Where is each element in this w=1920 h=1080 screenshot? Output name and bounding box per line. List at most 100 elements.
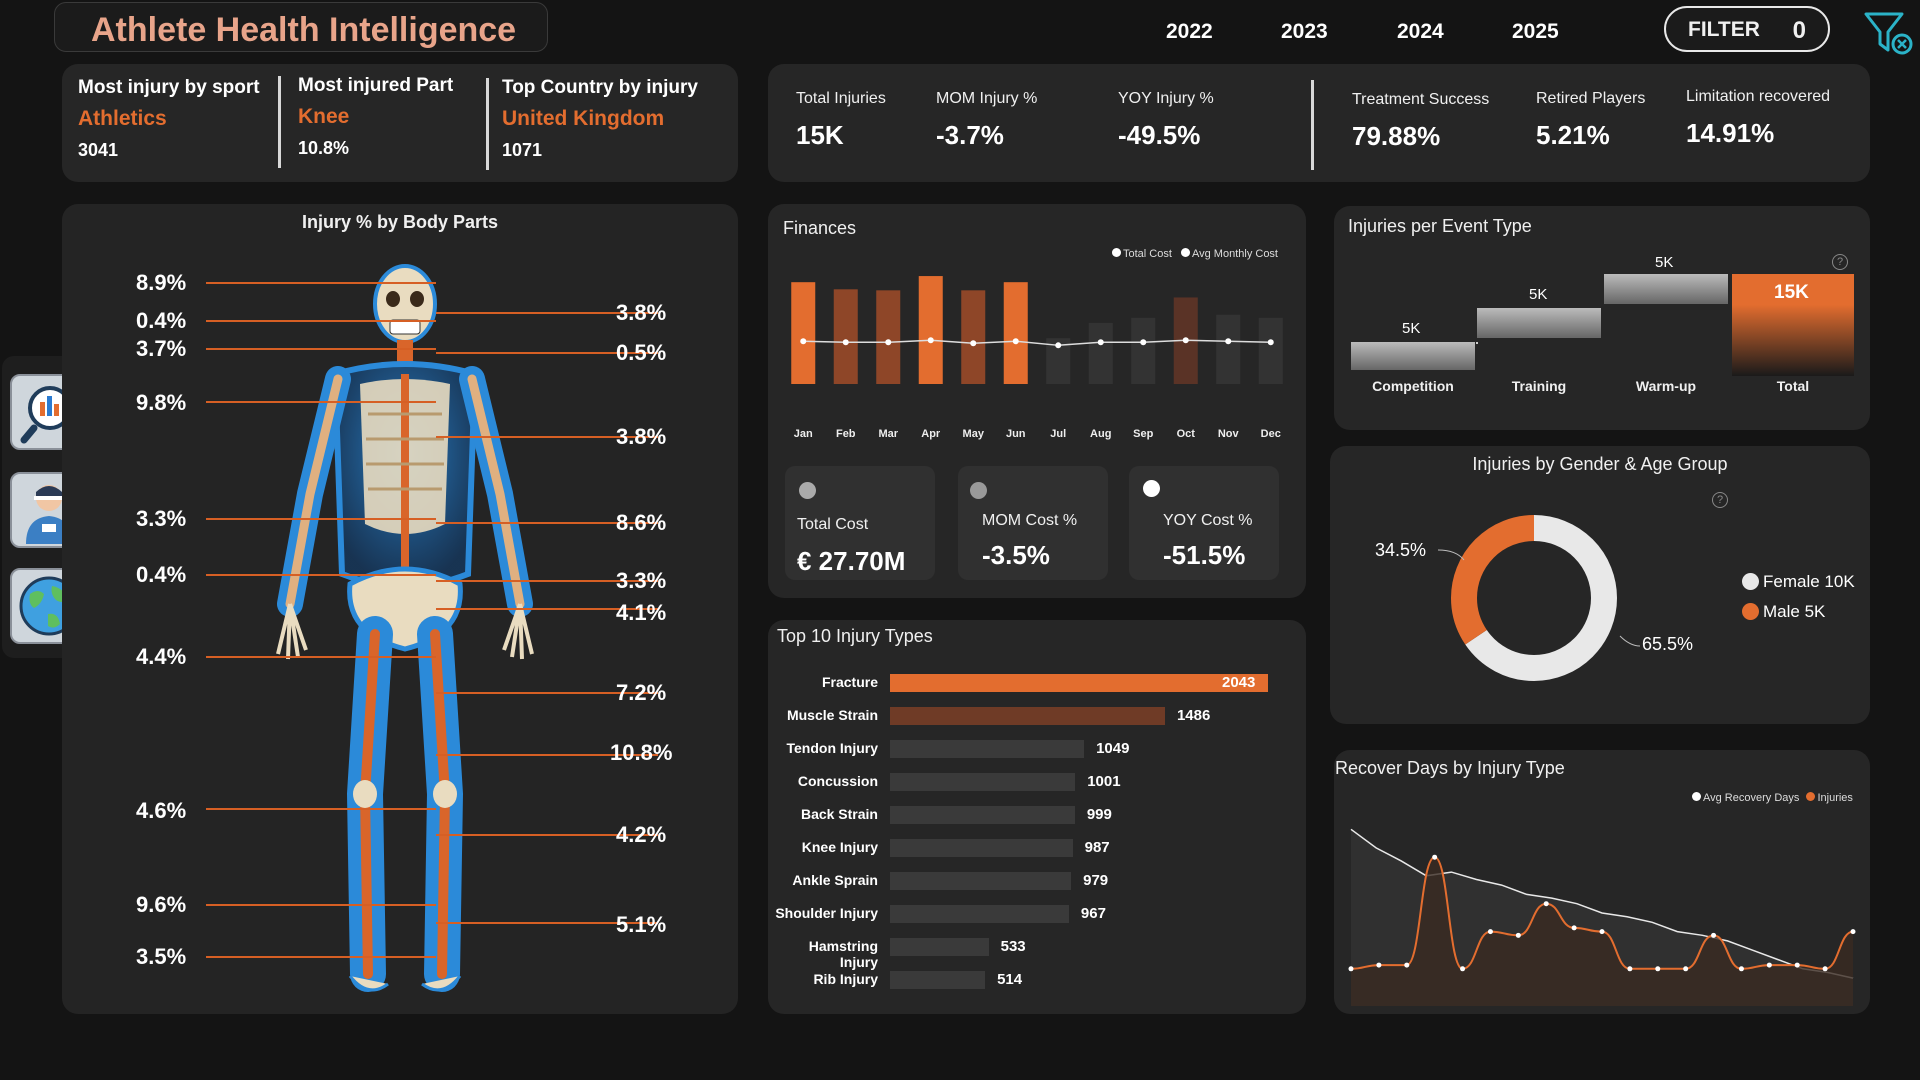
avg-cost-point[interactable] <box>800 338 807 345</box>
waterfall-label: Training <box>1511 378 1567 394</box>
finances-bar[interactable] <box>791 282 816 384</box>
donut-male-slice[interactable] <box>1451 515 1617 681</box>
injury-type-bar[interactable] <box>890 839 1073 857</box>
avg-cost-point[interactable] <box>970 340 977 347</box>
body-parts-card: Injury % by Body Parts <box>62 204 738 1014</box>
metric-value: -3.7% <box>936 120 1004 150</box>
filter-button[interactable]: FILTER 0 <box>1664 6 1830 52</box>
waterfall-label: Warm-up <box>1635 378 1697 394</box>
finances-bar[interactable] <box>833 289 858 384</box>
total-cost-card: Total Cost € 27.70M <box>785 466 935 580</box>
waterfall-value: 5K <box>1529 286 1548 303</box>
injury-type-value: 514 <box>997 971 1023 988</box>
injuries-point[interactable] <box>1515 932 1521 938</box>
body-left-pct: 8.9% <box>136 270 187 295</box>
body-left-pct: 0.4% <box>136 308 187 333</box>
injuries-point[interactable] <box>1822 966 1828 972</box>
avg-cost-point[interactable] <box>1055 342 1062 349</box>
recover-card: Recover Days by Injury Type Avg Recovery… <box>1334 750 1870 1014</box>
injury-type-bar[interactable] <box>890 938 989 956</box>
injuries-point[interactable] <box>1543 901 1549 907</box>
injuries-point[interactable] <box>1766 962 1772 968</box>
body-right-pct: 4.1% <box>616 600 667 625</box>
finances-bar[interactable] <box>918 276 943 384</box>
year-2025[interactable]: 2025 <box>1512 20 1559 43</box>
metric-label: Treatment Success <box>1352 91 1490 108</box>
gender-card: Injuries by Gender & Age Group ? 34.5% 6… <box>1330 446 1870 724</box>
legend-dot <box>1806 792 1816 801</box>
kpi-part-value: Knee <box>298 105 350 128</box>
avg-cost-point[interactable] <box>1267 339 1274 346</box>
avg-cost-point[interactable] <box>1225 338 1232 345</box>
injury-type-bar[interactable] <box>890 707 1165 725</box>
injuries-point[interactable] <box>1599 929 1605 935</box>
finances-bar[interactable] <box>1088 322 1113 384</box>
year-2024[interactable]: 2024 <box>1397 20 1444 43</box>
injury-type-label: Fracture <box>821 674 878 690</box>
clear-filter-icon[interactable] <box>1862 10 1914 56</box>
mom-cost-card: MOM Cost % -3.5% <box>958 466 1108 580</box>
year-2022[interactable]: 2022 <box>1166 20 1213 43</box>
waterfall-label: Total <box>1776 378 1810 394</box>
top-injuries-card: Top 10 Injury Types Fracture 2043 Muscle S… <box>768 620 1306 1014</box>
injuries-point[interactable] <box>1571 925 1577 931</box>
injuries-point[interactable] <box>1627 966 1633 972</box>
avg-cost-point[interactable] <box>885 339 892 346</box>
legend-dot <box>1742 603 1759 620</box>
injuries-point[interactable] <box>1376 962 1382 968</box>
injury-type-bar[interactable] <box>890 773 1076 791</box>
finances-bar[interactable] <box>1258 317 1283 384</box>
recover-chart <box>1348 828 1856 1006</box>
finances-month-axis: Jan Feb Mar Apr May Jun Jul Aug Sep Oct Nov Dec <box>782 428 1292 444</box>
month-tick-label: Dec <box>1260 428 1281 440</box>
injuries-point[interactable] <box>1655 966 1661 972</box>
month-tick-label: Jan <box>793 428 813 440</box>
metric-label: Limitation recovered <box>1686 88 1831 105</box>
metric-value: 79.88% <box>1352 121 1441 151</box>
metric-label: YOY Injury % <box>1118 90 1214 107</box>
injury-type-bar[interactable] <box>890 872 1072 890</box>
injury-type-bar[interactable] <box>890 674 1268 692</box>
avg-cost-point[interactable] <box>1182 337 1189 344</box>
injuries-point[interactable] <box>1738 966 1744 972</box>
body-right-pct: 3.8% <box>616 424 667 449</box>
avg-cost-point[interactable] <box>927 337 934 344</box>
mom-cost-value: -3.5% <box>982 540 1050 570</box>
injuries-point[interactable] <box>1432 854 1438 860</box>
avg-cost-point[interactable] <box>1012 338 1019 345</box>
body-parts-title: Injury % by Body Parts <box>301 212 499 232</box>
help-icon[interactable]: ? <box>1832 254 1848 270</box>
metric-treatment-success: Treatment Success 79.88% <box>1352 91 1489 152</box>
injuries-point[interactable] <box>1460 966 1466 972</box>
injuries-point[interactable] <box>1404 962 1410 968</box>
finances-bar[interactable] <box>1131 317 1156 384</box>
injury-type-bar[interactable] <box>890 905 1069 923</box>
month-tick-label: Sep <box>1133 428 1154 440</box>
injury-type-bar[interactable] <box>890 971 986 989</box>
avg-cost-point[interactable] <box>1140 339 1147 346</box>
donut-leaders <box>1437 549 1641 647</box>
injuries-point[interactable] <box>1487 929 1493 935</box>
injuries-point[interactable] <box>1683 966 1689 972</box>
metric-limitation-recovered: Limitation recovered 14.91% <box>1686 88 1830 149</box>
avg-cost-point[interactable] <box>842 339 849 346</box>
total-cost-value: € 27.70M <box>797 546 906 576</box>
injuries-point[interactable] <box>1794 962 1800 968</box>
legend-dot <box>1180 248 1190 257</box>
finances-bar[interactable] <box>1216 314 1241 384</box>
body-left-pct: 3.3% <box>136 506 187 531</box>
injury-type-value: 1049 <box>1096 740 1130 757</box>
injuries-point[interactable] <box>1348 966 1354 972</box>
avg-cost-point[interactable] <box>1097 339 1104 346</box>
finances-bar[interactable] <box>961 290 986 384</box>
injury-type-label: Shoulder Injury <box>775 905 878 921</box>
finances-bar[interactable] <box>876 290 901 384</box>
help-icon[interactable]: ? <box>1712 492 1728 508</box>
analytics-icon[interactable] <box>10 374 88 450</box>
injury-type-bar[interactable] <box>890 740 1085 758</box>
injuries-point[interactable] <box>1850 929 1856 935</box>
finances-bar[interactable] <box>1003 282 1028 384</box>
injury-type-bar[interactable] <box>890 806 1075 824</box>
injuries-point[interactable] <box>1711 932 1717 938</box>
year-2023[interactable]: 2023 <box>1281 20 1328 43</box>
